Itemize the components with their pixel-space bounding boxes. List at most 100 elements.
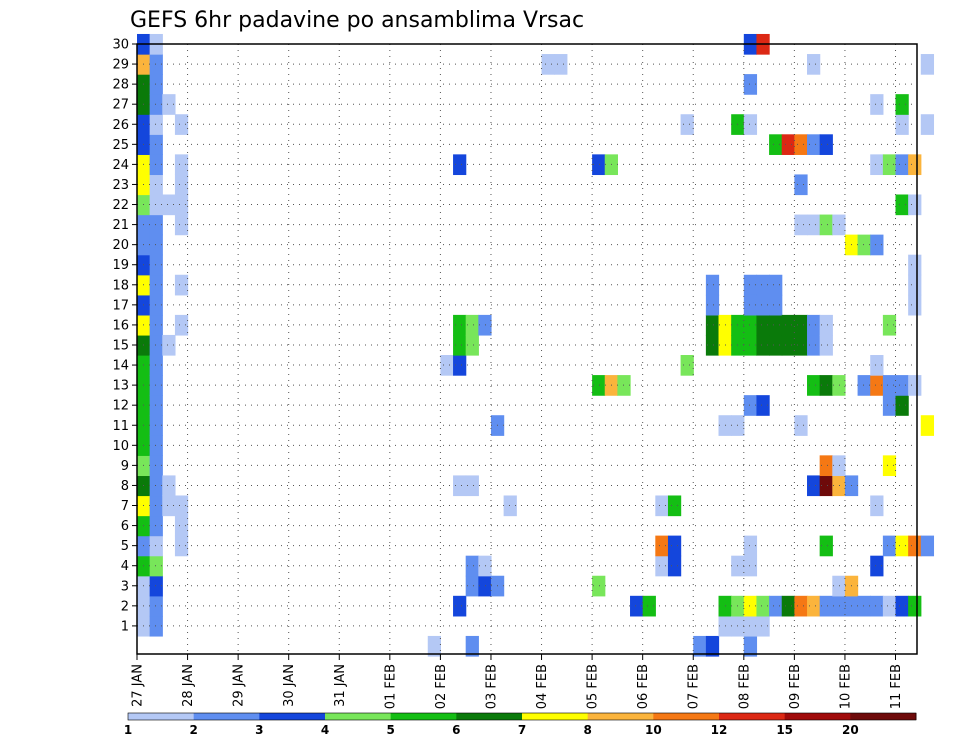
heatmap-cell xyxy=(705,314,720,336)
heatmap-cell xyxy=(667,535,682,557)
heatmap-cell xyxy=(174,154,189,176)
heatmap-cell xyxy=(794,214,808,236)
heatmap-cell xyxy=(149,294,163,316)
colorbar-label: 4 xyxy=(321,723,329,737)
heatmap-cell xyxy=(819,475,833,497)
heatmap-cell xyxy=(908,535,922,557)
colorbar-swatch xyxy=(128,713,195,720)
x-tick-label: 30 JAN xyxy=(282,664,297,707)
heatmap-cell xyxy=(149,415,163,436)
y-tick-label: 3 xyxy=(121,579,129,594)
colorbar-label: 8 xyxy=(583,723,591,737)
y-tick-label: 6 xyxy=(121,519,129,534)
heatmap-cell xyxy=(465,555,479,577)
heatmap-cell xyxy=(149,174,163,196)
heatmap-cell xyxy=(667,555,682,577)
heatmap-cell xyxy=(769,134,783,155)
heatmap-cell xyxy=(794,415,808,436)
heatmap-cell xyxy=(149,535,163,557)
colorbar-label: 1 xyxy=(124,723,132,737)
colorbar-swatch xyxy=(259,713,326,720)
heatmap-cell xyxy=(920,54,935,75)
y-tick-label: 17 xyxy=(112,298,129,313)
heatmap-cell xyxy=(756,595,770,617)
heatmap-cell xyxy=(794,314,808,336)
colorbar-label: 12 xyxy=(711,723,728,737)
heatmap-cell xyxy=(174,274,189,296)
heatmap-cell xyxy=(908,375,922,396)
heatmap-cell xyxy=(832,575,846,597)
y-tick-label: 4 xyxy=(121,559,129,574)
heatmap-cell xyxy=(870,94,884,115)
heatmap-cell xyxy=(794,134,808,155)
y-tick-label: 29 xyxy=(112,58,129,73)
heatmap-cell xyxy=(756,294,770,316)
heatmap-cell xyxy=(617,375,631,396)
x-tick-label: 29 JAN xyxy=(232,664,247,707)
heatmap-cell xyxy=(882,455,897,477)
heatmap-cell xyxy=(819,214,833,236)
heatmap-cell xyxy=(465,334,479,356)
heatmap-cell xyxy=(743,615,758,637)
heatmap-cell xyxy=(908,274,922,296)
heatmap-cell xyxy=(478,575,492,597)
heatmap-cell xyxy=(503,495,517,517)
heatmap-cell xyxy=(781,595,795,617)
heatmap-cell xyxy=(149,495,163,517)
heatmap-cell xyxy=(453,595,467,617)
heatmap-cell xyxy=(882,314,897,336)
y-axis-ticks: 1234567891011121314151617181920212223242… xyxy=(112,38,137,634)
heatmap-cell xyxy=(807,214,821,236)
heatmap-cell xyxy=(630,595,644,617)
heatmap-cell xyxy=(756,615,770,637)
heatmap-cell xyxy=(149,395,163,416)
heatmap-cell xyxy=(705,334,720,356)
heatmap-cell xyxy=(819,375,833,396)
heatmap-cell xyxy=(149,475,163,497)
x-tick-label: 05 FEB xyxy=(586,664,601,709)
heatmap-cell xyxy=(832,595,846,617)
heatmap-cell xyxy=(920,114,935,135)
heatmap-cell xyxy=(832,455,846,477)
heatmap-cell xyxy=(807,134,821,155)
heatmap-cell xyxy=(882,154,897,176)
heatmap-cell xyxy=(149,375,163,396)
y-tick-label: 11 xyxy=(112,419,129,434)
heatmap-cell xyxy=(149,194,163,216)
heatmap-cell xyxy=(655,555,669,577)
heatmap-cell xyxy=(895,595,909,617)
heatmap-cell xyxy=(743,334,758,356)
heatmap-cell xyxy=(743,294,758,316)
heatmap-cell xyxy=(743,595,758,617)
heatmap-cell xyxy=(149,615,163,637)
heatmap-cell xyxy=(453,355,467,376)
heatmap-cell xyxy=(162,94,176,115)
heatmap-cell xyxy=(453,154,467,176)
heatmap-cell xyxy=(857,375,871,396)
y-tick-label: 27 xyxy=(112,98,129,113)
heatmap-cell xyxy=(453,314,467,336)
heatmap-cell xyxy=(882,595,897,617)
heatmap-cell xyxy=(769,334,783,356)
heatmap-cell xyxy=(756,395,770,416)
y-tick-label: 14 xyxy=(112,359,129,374)
colorbar-swatch xyxy=(456,713,523,720)
heatmap-cell xyxy=(541,54,555,75)
heatmap-cell xyxy=(149,334,163,356)
colorbar-label: 5 xyxy=(386,723,394,737)
y-tick-label: 22 xyxy=(112,198,129,213)
heatmap-cell xyxy=(174,515,189,537)
heatmap-cell xyxy=(162,475,176,497)
heatmap-cell xyxy=(149,435,163,456)
x-tick-label: 08 FEB xyxy=(737,664,752,709)
heatmap-cell xyxy=(453,334,467,356)
y-tick-label: 16 xyxy=(112,318,129,333)
heatmap-cell xyxy=(895,154,909,176)
y-tick-label: 21 xyxy=(112,218,129,233)
x-tick-label: 09 FEB xyxy=(788,664,803,709)
x-tick-label: 02 FEB xyxy=(434,664,449,709)
heatmap-cell xyxy=(554,54,568,75)
heatmap-cell xyxy=(756,334,770,356)
heatmap-cell xyxy=(149,114,163,135)
colorbar-label: 15 xyxy=(776,723,793,737)
